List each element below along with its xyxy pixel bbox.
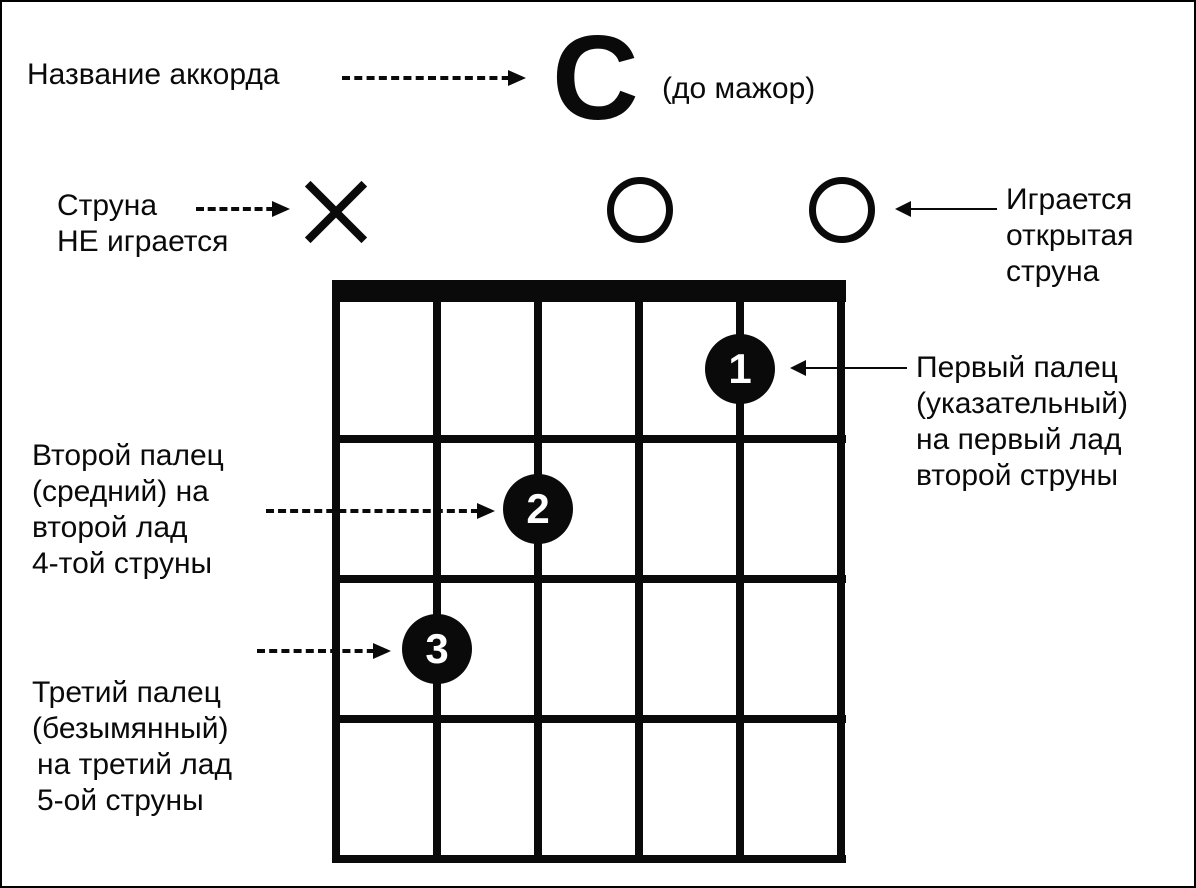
open-label-3: струна: [1006, 254, 1099, 290]
f1-label-1: Первый палец: [916, 350, 1118, 386]
finger-1-num: 1: [728, 345, 751, 393]
open-label-2: открытая: [1006, 218, 1133, 254]
arrow-mute: [196, 207, 286, 211]
finger-1: 1: [705, 334, 775, 404]
mute-x-icon: [306, 182, 366, 242]
open-label-1: Играется: [1006, 182, 1132, 218]
string-5: [433, 280, 441, 860]
f3-label-2: (безымянный): [32, 711, 229, 747]
nut: [332, 280, 846, 302]
arrow-f2: [266, 509, 491, 513]
arrow-f1: [792, 367, 907, 369]
fret-line-4: [332, 855, 846, 863]
fret-line-2: [332, 575, 846, 583]
f3-label-1: Третий палец: [32, 675, 221, 711]
open-circle-2: [809, 177, 875, 243]
finger-3: 3: [402, 614, 472, 684]
string-4: [534, 280, 542, 860]
open-circle-1: [607, 177, 673, 243]
fret-line-1: [332, 435, 846, 443]
string-3: [635, 280, 643, 860]
finger-3-num: 3: [425, 625, 448, 673]
f1-label-4: второй струны: [916, 458, 1118, 494]
f3-label-4: 5-ой струны: [37, 783, 204, 819]
string-6: [332, 280, 340, 860]
fret-line-3: [332, 715, 846, 723]
chord-name: C: [552, 9, 631, 147]
mute-label-1: Струна: [57, 188, 157, 224]
f2-label-4: 4-той струны: [32, 546, 212, 582]
mute-label-2: НЕ играется: [57, 224, 228, 260]
arrow-f3: [257, 649, 387, 653]
arrow-open: [897, 208, 997, 210]
chord-subtitle: (до мажор): [662, 72, 815, 106]
arrow-title: [342, 76, 522, 80]
finger-2: 2: [503, 474, 573, 544]
f3-label-3: на третий лад: [37, 747, 232, 783]
f2-label-1: Второй палец: [32, 438, 224, 474]
f2-label-2: (средний) на: [32, 474, 209, 510]
fretboard: 1 2 3: [332, 280, 846, 860]
title-label: Название аккорда: [27, 57, 280, 93]
f2-label-3: второй лад: [32, 510, 188, 546]
f1-label-2: (указательный): [916, 386, 1128, 422]
finger-2-num: 2: [526, 485, 549, 533]
f1-label-3: на первый лад: [916, 422, 1122, 458]
